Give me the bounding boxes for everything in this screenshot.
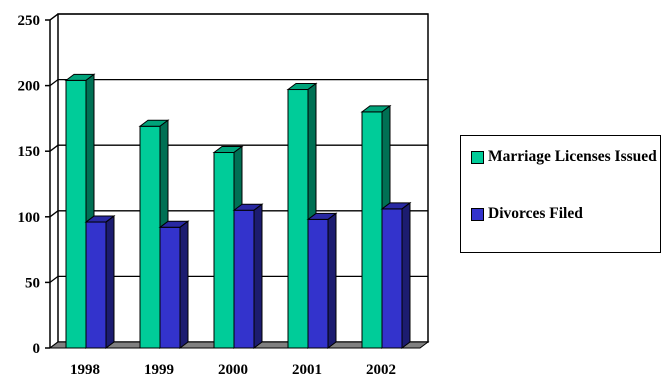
bar-front [65,79,87,349]
bar-side [179,220,189,349]
bar-front [307,218,329,349]
gridline-side [49,79,59,87]
bar-front [85,221,107,349]
x-tick-label: 2001 [292,362,322,378]
x-tick-label: 1998 [70,362,100,378]
y-tick-label: 150 [18,144,41,160]
bar-front [287,89,309,349]
y-tick-label: 0 [33,341,41,357]
bar-divorces-1999 [158,220,190,349]
bar-front [139,125,161,349]
bar-divorces-2001 [306,212,338,349]
bar-divorces-1998 [84,215,116,349]
bar-front [213,152,235,349]
bar-front [361,111,383,349]
bar-side [327,212,337,349]
bar-side [253,203,263,349]
x-tick-label: 2000 [218,362,248,378]
legend-label-divorces: Divorces Filed [488,205,583,222]
bar-front [159,226,181,349]
bars [64,73,412,349]
legend-item-divorces: Divorces Filed [471,204,658,223]
tick-labels: 0 50 100 150 200 250 1998 1999 2000 2001 2002 [18,13,397,378]
bar-side [401,201,411,349]
bar-front [381,208,403,349]
legend: Marriage Licenses Issued Divorces Filed [460,135,661,253]
y-axis-top [49,13,59,21]
gridline-side [49,144,59,152]
gridline-side [49,275,59,283]
legend-label-marriage: Marriage Licenses Issued [488,148,657,165]
bar-divorces-2002 [380,201,412,349]
y-tick-label: 100 [18,210,41,226]
bar-divorces-2000 [232,203,264,349]
y-tick-label: 50 [25,275,40,291]
legend-swatch-marriage [471,151,484,164]
y-tick-label: 250 [18,13,41,29]
bar-front [233,209,255,349]
gridline-side [49,210,59,218]
legend-swatch-divorces [471,208,484,221]
x-tick-label: 2002 [366,362,396,378]
legend-item-marriage: Marriage Licenses Issued [471,147,658,166]
y-tick-label: 200 [18,79,41,95]
x-tick-label: 1999 [144,362,174,378]
bar-side [105,215,115,349]
